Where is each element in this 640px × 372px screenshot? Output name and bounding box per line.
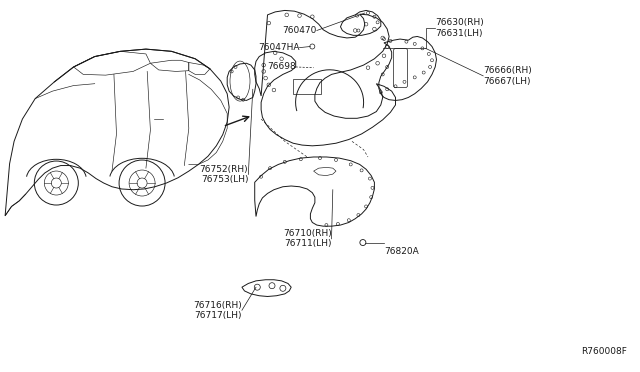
Text: 76630(RH): 76630(RH) bbox=[435, 18, 484, 27]
Text: 760470: 760470 bbox=[282, 26, 317, 35]
Text: 76752(RH): 76752(RH) bbox=[200, 165, 248, 174]
Text: 76710(RH): 76710(RH) bbox=[283, 229, 332, 238]
Text: 76717(LH): 76717(LH) bbox=[195, 311, 242, 320]
Text: 76047HA: 76047HA bbox=[258, 43, 300, 52]
Text: 76753(LH): 76753(LH) bbox=[201, 175, 248, 184]
Text: 76716(RH): 76716(RH) bbox=[193, 301, 242, 310]
Text: R760008F: R760008F bbox=[581, 347, 627, 356]
Text: 76820A: 76820A bbox=[384, 247, 419, 256]
Text: 76666(RH): 76666(RH) bbox=[483, 66, 532, 75]
Text: 76667(LH): 76667(LH) bbox=[483, 77, 531, 86]
Text: 76631(LH): 76631(LH) bbox=[435, 29, 483, 38]
Text: 76711(LH): 76711(LH) bbox=[284, 239, 332, 248]
Text: 76698: 76698 bbox=[267, 62, 296, 71]
